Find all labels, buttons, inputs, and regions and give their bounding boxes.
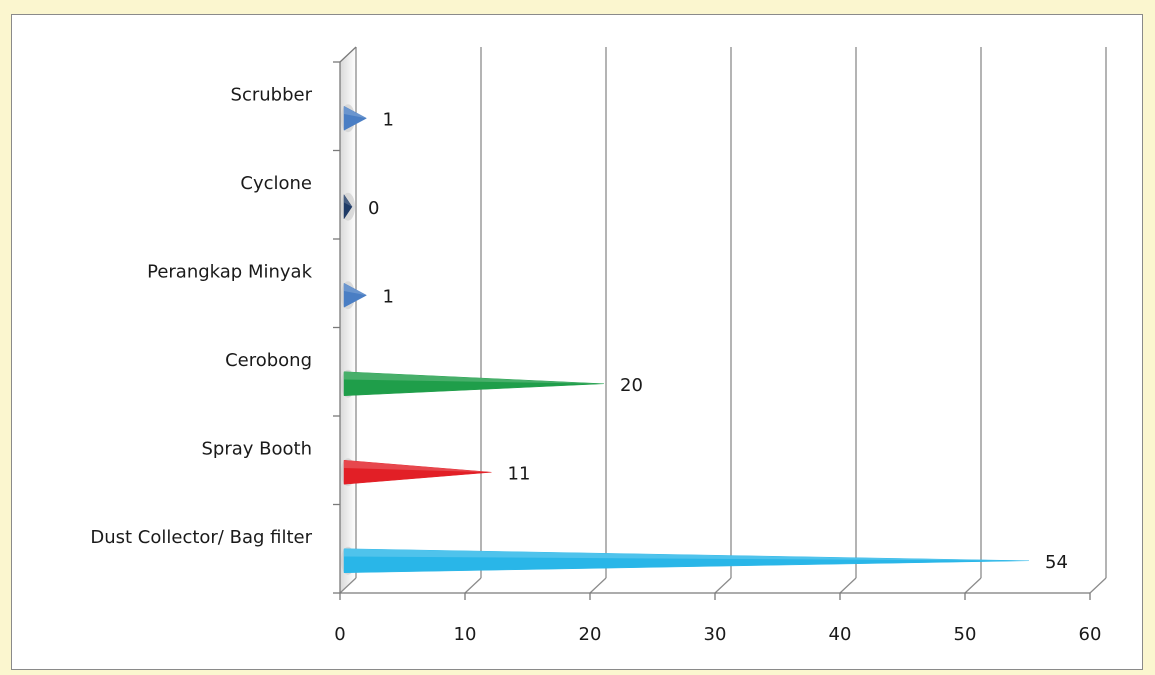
x-tick-label: 40 [829, 624, 852, 645]
x-tick-label: 0 [334, 624, 345, 645]
data-label: 1 [383, 109, 394, 130]
bar [343, 193, 353, 220]
data-label: 54 [1045, 552, 1068, 573]
bar-highlight [344, 106, 367, 119]
category-label: Cyclone [240, 173, 312, 194]
data-label: 20 [620, 375, 643, 396]
floor-gridline [589, 577, 607, 594]
bar [343, 459, 492, 485]
data-label: 11 [508, 463, 531, 484]
floor-gridline [1089, 577, 1107, 594]
bar-highlight [344, 460, 492, 473]
category-label: Perangkap Minyak [147, 261, 312, 282]
floor-gridline [714, 577, 732, 594]
side-wall [340, 47, 356, 593]
bar [343, 371, 605, 397]
data-label: 0 [368, 198, 379, 219]
bar-highlight [344, 371, 604, 384]
bar-highlight [344, 194, 352, 207]
x-tick-label: 20 [579, 624, 602, 645]
bar [343, 282, 368, 308]
bar [343, 105, 368, 131]
x-tick-label: 50 [954, 624, 977, 645]
category-label: Spray Booth [202, 438, 313, 459]
floor-gridline [464, 577, 482, 594]
x-tick-label: 30 [704, 624, 727, 645]
bar-highlight [344, 548, 1029, 561]
bar-highlight [344, 283, 367, 296]
x-tick-label: 60 [1079, 624, 1102, 645]
data-label: 1 [383, 286, 394, 307]
category-label: Cerobong [225, 350, 312, 371]
y-axis-top-edge [339, 46, 357, 63]
floor-gridline [339, 577, 357, 594]
floor-gridline [964, 577, 982, 594]
axes [333, 46, 1091, 600]
gridlines [339, 47, 1107, 594]
bar [343, 548, 1030, 574]
bars [341, 104, 1030, 575]
category-label: Scrubber [231, 84, 313, 105]
floor-gridline [839, 577, 857, 594]
category-label: Dust Collector/ Bag filter [90, 527, 312, 548]
x-tick-label: 10 [454, 624, 477, 645]
